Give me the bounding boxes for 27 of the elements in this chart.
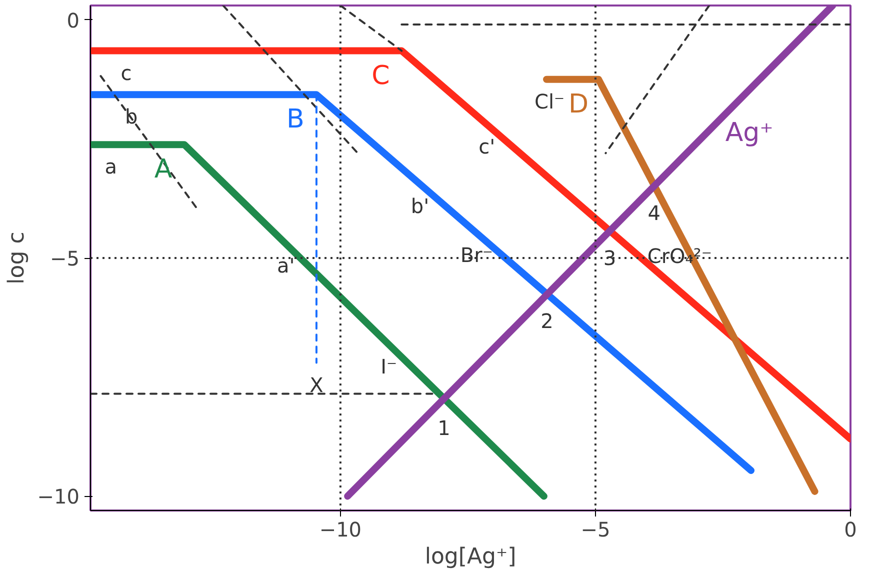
annotation: b' xyxy=(410,194,430,218)
series-label: B xyxy=(286,104,304,135)
annotation: Cl⁻ xyxy=(534,89,565,114)
annotation: 2 xyxy=(540,309,554,334)
x-tick-label: −5 xyxy=(580,518,610,542)
annotation: c' xyxy=(478,134,496,159)
annotation: a xyxy=(104,154,118,179)
series-label: D xyxy=(568,89,589,120)
annotation: c xyxy=(120,60,132,85)
y-tick-label: −5 xyxy=(50,246,80,270)
annotation: I⁻ xyxy=(380,354,398,379)
annotation: Br⁻ xyxy=(460,243,493,268)
annotation: b xyxy=(124,104,138,129)
y-tick-label: 0 xyxy=(66,8,80,32)
series-label: Ag⁺ xyxy=(725,118,774,148)
annotation: X xyxy=(310,372,324,397)
annotation: 3 xyxy=(603,246,616,270)
annotation: a' xyxy=(276,254,295,278)
x-axis-title: log[Ag⁺] xyxy=(424,544,516,570)
series-label: A xyxy=(154,154,172,185)
series-label: C xyxy=(372,60,390,91)
x-tick-label: 0 xyxy=(844,518,857,542)
x-tick-label: −10 xyxy=(319,518,362,542)
y-tick-label: −10 xyxy=(37,484,80,509)
annotation: 4 xyxy=(648,201,660,226)
y-axis-title: log c xyxy=(4,232,30,284)
annotation: 1 xyxy=(438,416,450,440)
